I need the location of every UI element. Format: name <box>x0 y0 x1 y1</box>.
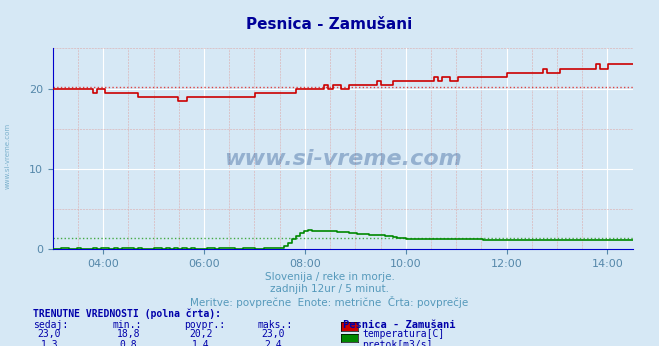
Text: Meritve: povprečne  Enote: metrične  Črta: povprečje: Meritve: povprečne Enote: metrične Črta:… <box>190 296 469 308</box>
Text: 20,2: 20,2 <box>189 329 213 339</box>
Text: Pesnica - Zamušani: Pesnica - Zamušani <box>246 17 413 32</box>
Text: pretok[m3/s]: pretok[m3/s] <box>362 340 433 346</box>
Text: sedaj:: sedaj: <box>33 320 68 330</box>
Text: 0,8: 0,8 <box>120 340 137 346</box>
Text: min.:: min.: <box>112 320 142 330</box>
Text: 23,0: 23,0 <box>262 329 285 339</box>
Text: TRENUTNE VREDNOSTI (polna črta):: TRENUTNE VREDNOSTI (polna črta): <box>33 309 221 319</box>
Text: www.si-vreme.com: www.si-vreme.com <box>5 122 11 189</box>
Text: 23,0: 23,0 <box>38 329 61 339</box>
Text: 18,8: 18,8 <box>117 329 140 339</box>
Text: Slovenija / reke in morje.: Slovenija / reke in morje. <box>264 272 395 282</box>
Text: 2,4: 2,4 <box>265 340 282 346</box>
Text: zadnjih 12ur / 5 minut.: zadnjih 12ur / 5 minut. <box>270 284 389 294</box>
Text: povpr.:: povpr.: <box>185 320 225 330</box>
Text: temperatura[C]: temperatura[C] <box>362 329 445 339</box>
Text: maks.:: maks.: <box>257 320 292 330</box>
Text: Pesnica - Zamušani: Pesnica - Zamušani <box>343 320 455 330</box>
Text: 1,3: 1,3 <box>41 340 58 346</box>
Text: www.si-vreme.com: www.si-vreme.com <box>224 149 461 169</box>
Text: 1,4: 1,4 <box>192 340 210 346</box>
